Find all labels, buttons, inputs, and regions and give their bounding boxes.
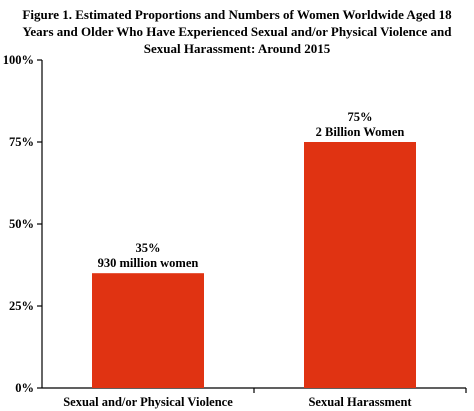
bar — [304, 142, 416, 388]
y-tick-label: 100% — [3, 53, 34, 67]
y-tick-label: 75% — [9, 135, 34, 149]
y-tick-label: 50% — [9, 217, 34, 231]
x-category-label: Sexual Harassment — [308, 395, 412, 409]
x-category-label: Sexual and/or Physical Violence — [63, 395, 233, 409]
bar — [92, 273, 204, 388]
y-tick-label: 25% — [9, 299, 34, 313]
chart-title-line-3: Sexual Harassment: Around 2015 — [144, 41, 331, 56]
bar-value-label: 35% — [136, 241, 161, 255]
chart-title-line-1: Figure 1. Estimated Proportions and Numb… — [22, 7, 452, 22]
plot-area: 0% 25% 50% 75% 100% 35%930 million women Sexua… — [3, 53, 467, 409]
y-tick-label: 0% — [15, 381, 34, 395]
chart-title-line-2: Years and Older Who Have Experienced Sex… — [22, 24, 452, 39]
bar-count-label: 2 Billion Women — [316, 125, 405, 139]
bar-value-label: 75% — [348, 110, 373, 124]
bar-count-label: 930 million women — [98, 256, 199, 270]
chart-title: Figure 1. Estimated Proportions and Numb… — [22, 7, 452, 56]
